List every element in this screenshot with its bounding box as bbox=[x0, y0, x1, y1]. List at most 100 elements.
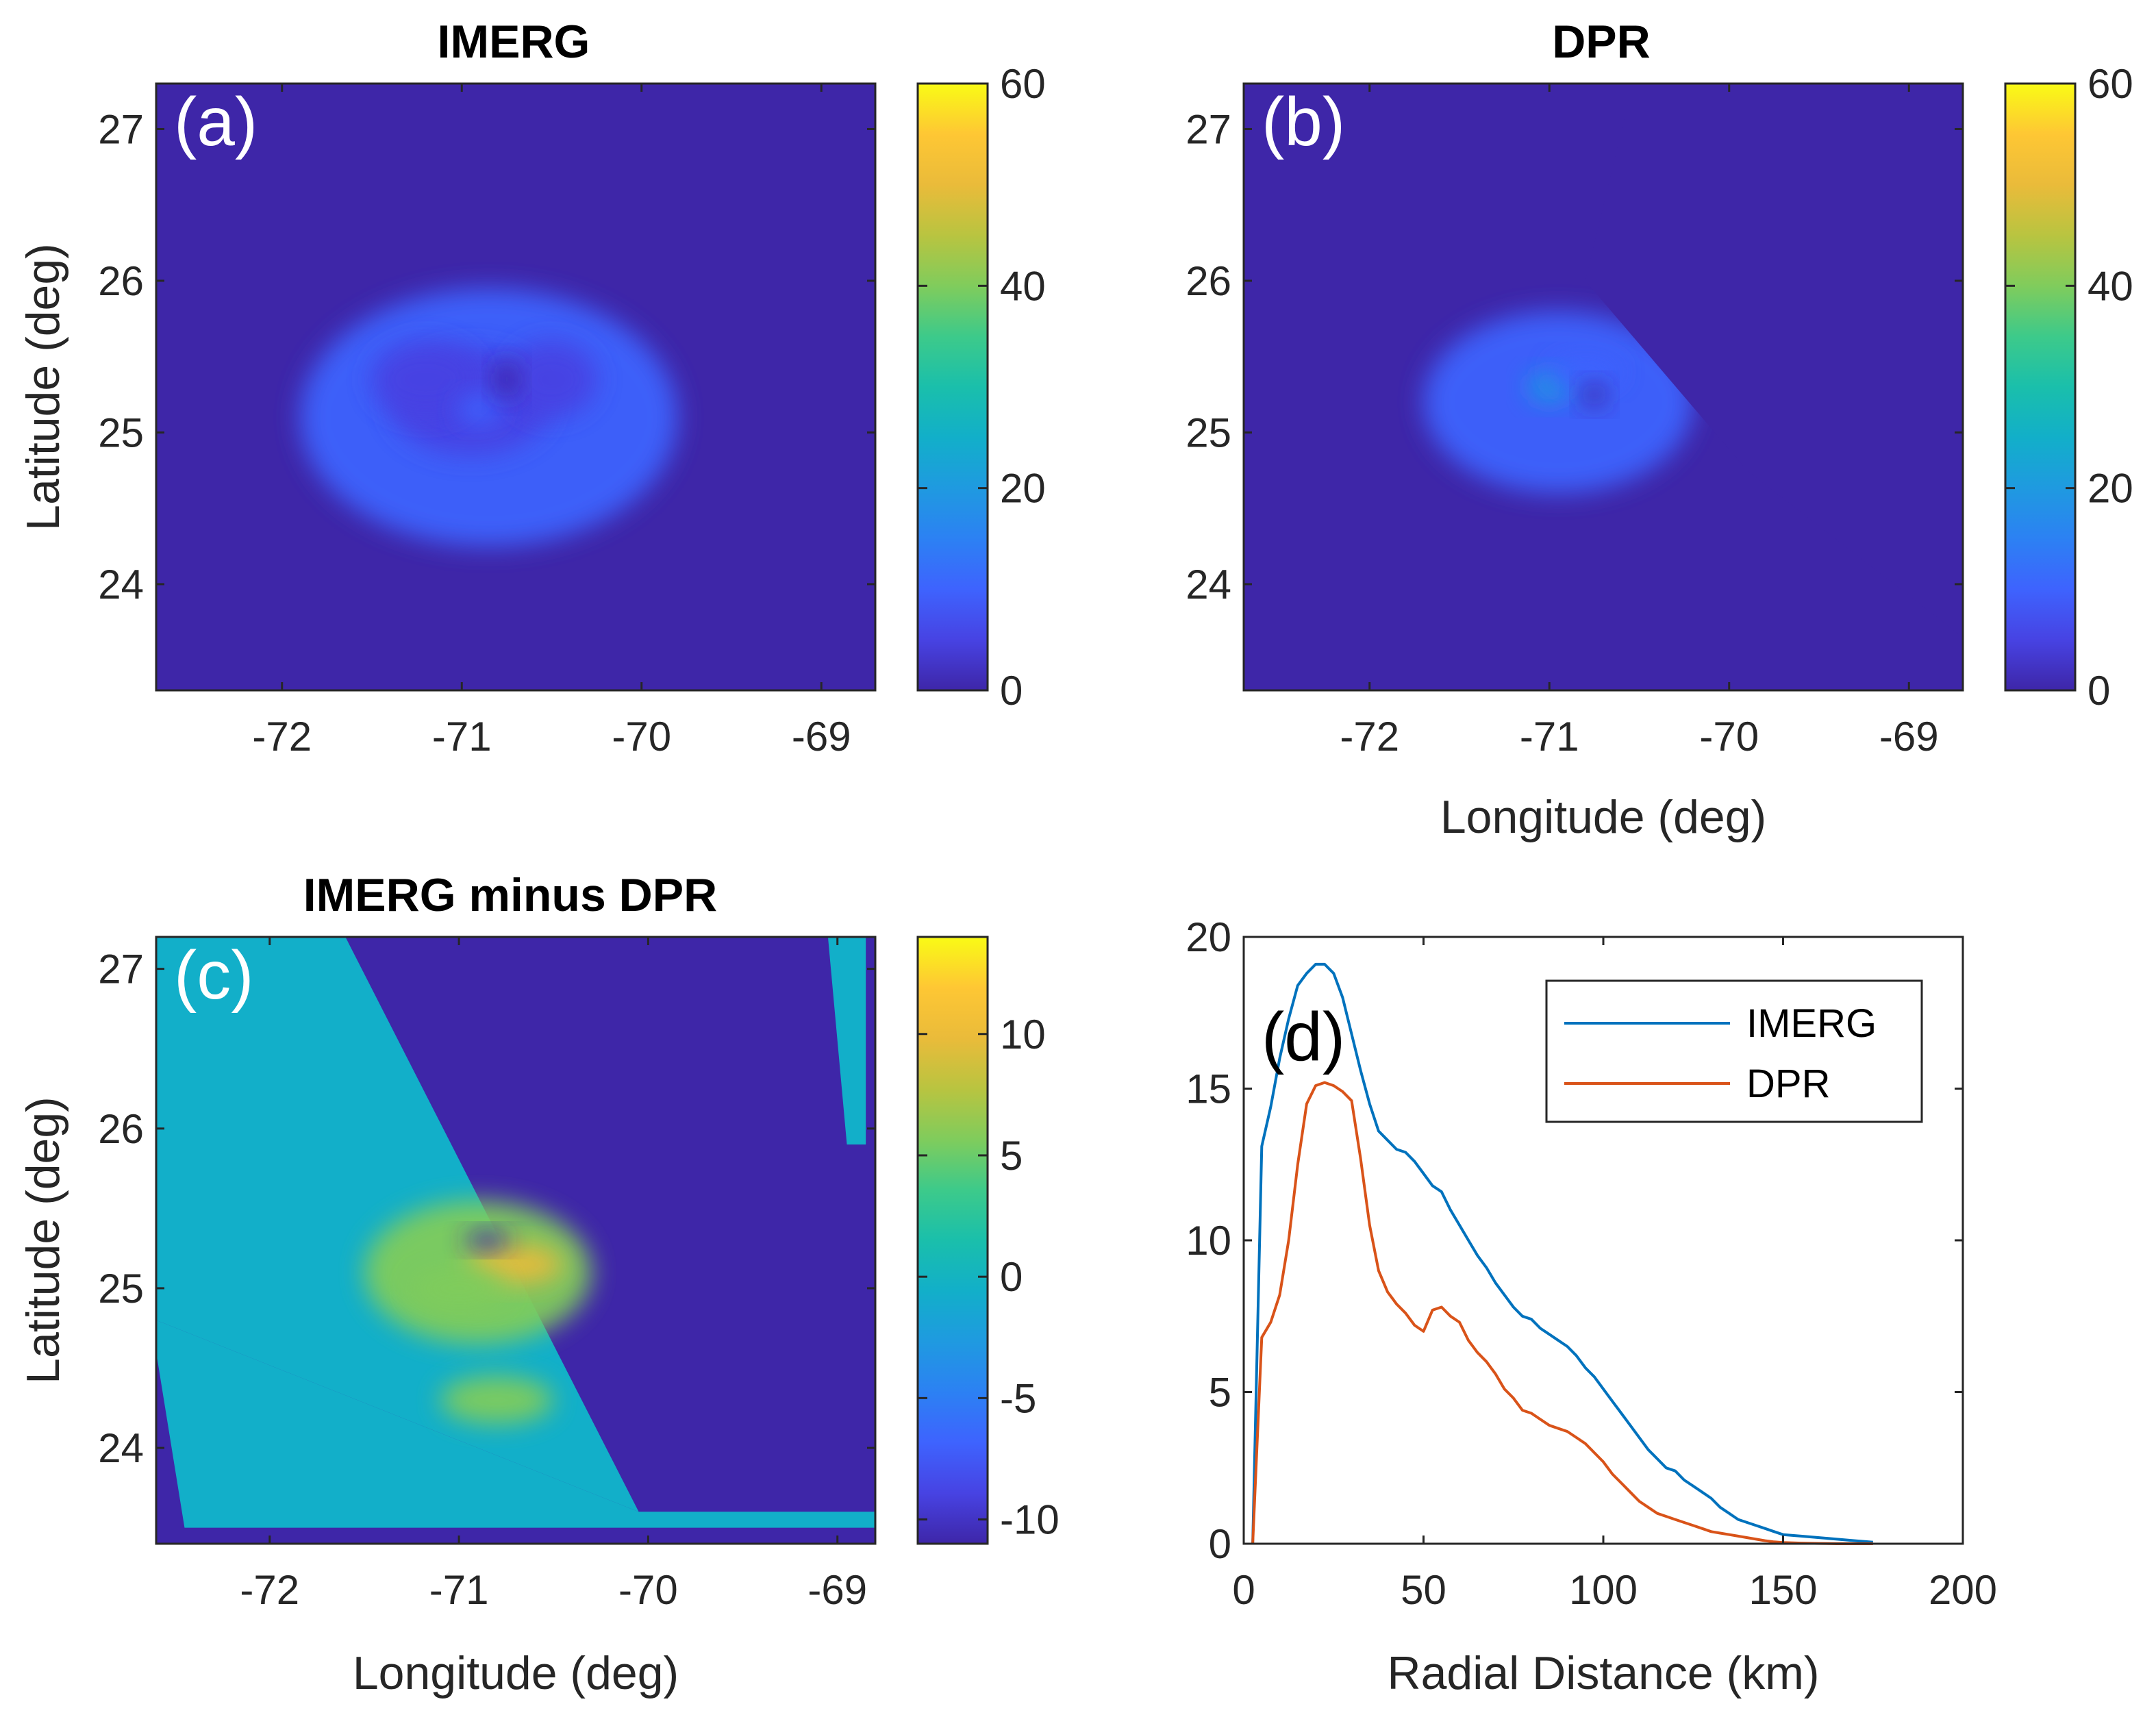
x-tick-label: -69 bbox=[792, 714, 851, 760]
panel-c-colorbar bbox=[916, 936, 989, 1545]
panel-a: IMERG -72 -71 -70 -69 24 25 26 27 (a) Latitude … bbox=[17, 16, 1046, 760]
x-tick-label: 50 bbox=[1401, 1567, 1446, 1613]
panel-b-axes-box bbox=[1242, 82, 1964, 692]
colorbar-tick-label: 60 bbox=[1000, 61, 1046, 107]
rain-feature-4 bbox=[458, 394, 501, 425]
panel-c-heatmap bbox=[156, 937, 875, 1544]
outside-swath-mask bbox=[1585, 84, 1963, 638]
colorbar-tick-label: 5 bbox=[1000, 1133, 1023, 1179]
x-tick-label: 100 bbox=[1569, 1567, 1638, 1613]
x-tick-label: -72 bbox=[240, 1567, 299, 1613]
y-tick-label: 24 bbox=[98, 1425, 144, 1471]
panel-d-legend: IMERG DPR bbox=[1545, 979, 1923, 1123]
panel-a-colorbar-ticks: 0 20 40 60 bbox=[918, 61, 1046, 714]
panel-a-axes-box bbox=[155, 82, 877, 692]
panel-a-colorbar bbox=[916, 82, 989, 692]
y-tick-label: 24 bbox=[98, 562, 144, 607]
panel-d-ticks: 0 50 100 150 200 0 5 10 15 20 bbox=[1186, 914, 1997, 1613]
colorbar-tick-label: 0 bbox=[2088, 668, 2110, 714]
rain-feature-3 bbox=[1581, 382, 1607, 407]
panel-c-label: (c) bbox=[174, 937, 254, 1014]
outside-swath-region-upper bbox=[345, 937, 875, 1512]
x-tick-label: 0 bbox=[1232, 1567, 1255, 1613]
panel-b: DPR -72 -71 -70 -69 24 25 26 27 (b) Longitude (… bbox=[1186, 16, 2133, 843]
legend-dpr-label: DPR bbox=[1746, 1062, 1830, 1106]
panel-c-xlabel: Longitude (deg) bbox=[353, 1647, 679, 1699]
colorbar-tick-label: 20 bbox=[1000, 466, 1046, 512]
panel-c-axes-box bbox=[155, 936, 877, 1545]
series-line-imerg bbox=[1251, 962, 1873, 1544]
rain-feature-1 bbox=[468, 1244, 564, 1283]
colorbar-tick-label: 0 bbox=[1000, 668, 1023, 714]
legend-imerg-label: IMERG bbox=[1746, 1001, 1877, 1046]
y-tick-label: 0 bbox=[1209, 1521, 1231, 1567]
colorbar-tick-label: 40 bbox=[2088, 263, 2133, 309]
panel-b-heatmap bbox=[1423, 84, 1963, 638]
y-tick-label: 20 bbox=[1186, 914, 1231, 960]
rain-feature-3 bbox=[440, 1376, 554, 1425]
rain-feature-2 bbox=[412, 1268, 507, 1307]
y-tick-label: 15 bbox=[1186, 1066, 1231, 1112]
panel-c-title: IMERG minus DPR bbox=[303, 869, 718, 921]
panel-c-ylabel: Latitude (deg) bbox=[17, 1096, 69, 1384]
rain-feature-2 bbox=[1549, 356, 1622, 387]
panel-c-colorbar-ticks: -10 -5 0 5 10 bbox=[918, 1012, 1060, 1543]
rain-feature-5 bbox=[494, 361, 520, 398]
x-tick-label: -70 bbox=[1699, 714, 1759, 760]
y-tick-label: 5 bbox=[1209, 1370, 1231, 1416]
colorbar-tick-label: 60 bbox=[2088, 61, 2133, 107]
colorbar-tick-label: 40 bbox=[1000, 263, 1046, 309]
x-tick-label: -72 bbox=[252, 714, 312, 760]
panel-a-ticks: -72 -71 -70 -69 24 25 26 27 bbox=[98, 84, 875, 760]
y-tick-label: 27 bbox=[98, 106, 144, 152]
panel-b-label: (b) bbox=[1262, 84, 1345, 160]
panel-a-heatmap bbox=[300, 288, 678, 547]
x-tick-label: -69 bbox=[1879, 714, 1939, 760]
rain-feature-4 bbox=[464, 1231, 510, 1250]
panel-b-title: DPR bbox=[1552, 16, 1651, 68]
rain-feature-2 bbox=[506, 341, 597, 418]
x-tick-label: 150 bbox=[1748, 1567, 1817, 1613]
panel-d: 0 50 100 150 200 0 5 10 15 20 (d) Radial Distance… bbox=[1186, 914, 1997, 1699]
swath-strip bbox=[156, 1320, 875, 1528]
panel-d-label: (d) bbox=[1262, 999, 1345, 1075]
panel-b-colorbar-ticks: 0 20 40 60 bbox=[2005, 61, 2133, 714]
panel-d-xlabel: Radial Distance (km) bbox=[1387, 1647, 1819, 1699]
x-tick-label: -72 bbox=[1340, 714, 1399, 760]
y-tick-label: 25 bbox=[98, 410, 144, 455]
panel-d-lines bbox=[1251, 962, 1873, 1545]
panel-c: IMERG minus DPR -72 -71 -70 -69 24 25 26 27 (c)… bbox=[17, 869, 1060, 1699]
colorbar-tick-label: 20 bbox=[2088, 466, 2133, 512]
series-line-dpr bbox=[1251, 1081, 1873, 1545]
x-tick-label: 200 bbox=[1929, 1567, 1997, 1613]
panel-a-title: IMERG bbox=[438, 16, 590, 68]
rain-feature-0 bbox=[1423, 311, 1694, 494]
panel-b-ticks: -72 -71 -70 -69 24 25 26 27 bbox=[1186, 84, 1963, 760]
colorbar-tick-label: -5 bbox=[1000, 1375, 1036, 1421]
x-tick-label: -70 bbox=[612, 714, 671, 760]
y-tick-label: 27 bbox=[1186, 106, 1231, 152]
y-tick-label: 24 bbox=[1186, 562, 1231, 607]
colorbar-tick-label: 10 bbox=[1000, 1012, 1046, 1057]
y-tick-label: 25 bbox=[1186, 410, 1231, 455]
y-tick-label: 26 bbox=[98, 258, 144, 304]
x-tick-label: -71 bbox=[432, 714, 492, 760]
panel-b-colorbar bbox=[2004, 82, 2077, 692]
colorbar-tick-label: -10 bbox=[1000, 1497, 1060, 1543]
panel-b-xlabel: Longitude (deg) bbox=[1440, 791, 1766, 843]
panel-a-ylabel: Latitude (deg) bbox=[17, 243, 69, 531]
x-tick-label: -71 bbox=[1520, 714, 1579, 760]
y-tick-label: 10 bbox=[1186, 1218, 1231, 1264]
colorbar-tick-label: 0 bbox=[1000, 1254, 1023, 1300]
x-tick-label: -71 bbox=[429, 1567, 489, 1613]
y-tick-label: 27 bbox=[98, 947, 144, 992]
legend-box bbox=[1545, 979, 1923, 1123]
rain-feature-3 bbox=[372, 341, 480, 418]
x-tick-label: -69 bbox=[807, 1567, 867, 1613]
y-tick-label: 26 bbox=[98, 1106, 144, 1152]
panel-c-ticks: -72 -71 -70 -69 24 25 26 27 bbox=[98, 937, 875, 1613]
panel-a-label: (a) bbox=[174, 84, 258, 160]
x-tick-label: -70 bbox=[618, 1567, 678, 1613]
y-tick-label: 26 bbox=[1186, 258, 1231, 304]
